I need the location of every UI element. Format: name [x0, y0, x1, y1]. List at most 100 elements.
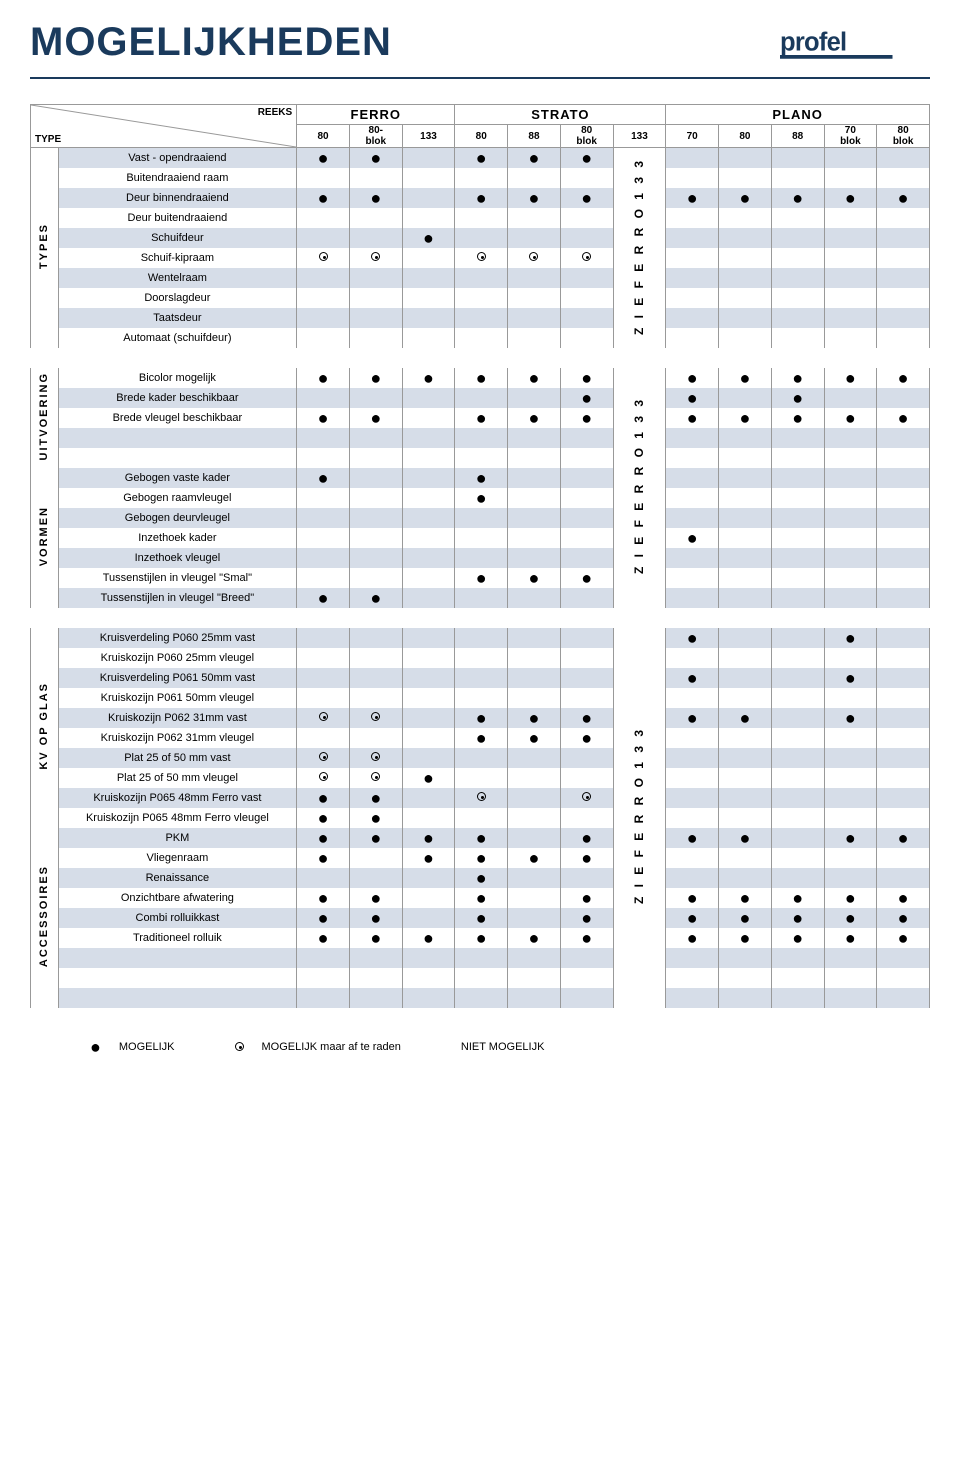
- dot-icon: ●: [370, 148, 381, 168]
- data-cell: [877, 528, 930, 548]
- dot-icon: ●: [318, 588, 329, 608]
- data-cell: [508, 428, 561, 448]
- dot-icon: ●: [318, 828, 329, 848]
- data-cell: ●: [824, 408, 877, 428]
- data-cell: [666, 228, 719, 248]
- data-cell: [508, 908, 561, 928]
- dot-icon: ●: [792, 908, 803, 928]
- circle-dot-icon: [371, 752, 380, 761]
- data-cell: [560, 208, 613, 228]
- data-cell: ●: [508, 928, 561, 948]
- dot-icon: ●: [529, 568, 540, 588]
- data-cell: [349, 988, 402, 1008]
- data-cell: [349, 488, 402, 508]
- dot-icon: ●: [318, 808, 329, 828]
- data-cell: [297, 708, 350, 728]
- data-cell: [349, 428, 402, 448]
- data-cell: [560, 628, 613, 648]
- dot-icon: ●: [739, 888, 750, 908]
- data-cell: [560, 268, 613, 288]
- data-cell: [455, 528, 508, 548]
- data-cell: ●: [666, 408, 719, 428]
- data-cell: [719, 328, 772, 348]
- data-cell: [771, 848, 824, 868]
- data-cell: [877, 988, 930, 1008]
- data-cell: ●: [560, 408, 613, 428]
- dot-icon: ●: [898, 928, 909, 948]
- data-cell: [402, 748, 455, 768]
- data-cell: [824, 268, 877, 288]
- data-cell: [297, 648, 350, 668]
- data-cell: [349, 548, 402, 568]
- data-cell: [508, 648, 561, 668]
- data-cell: [508, 388, 561, 408]
- data-cell: ●: [824, 908, 877, 928]
- data-cell: [719, 768, 772, 788]
- zie-ferro-cell: Z I E F E R R O 1 3 3: [613, 628, 666, 1008]
- data-cell: [666, 568, 719, 588]
- dot-icon: ●: [318, 888, 329, 908]
- data-cell: ●: [877, 908, 930, 928]
- data-cell: [560, 588, 613, 608]
- data-cell: [824, 748, 877, 768]
- row-label: Plat 25 of 50 mm vast: [58, 748, 297, 768]
- dot-icon: ●: [739, 188, 750, 208]
- row-label: Wentelraam: [58, 268, 297, 288]
- dot-icon: ●: [370, 408, 381, 428]
- dot-icon: ●: [476, 728, 487, 748]
- data-cell: [877, 388, 930, 408]
- data-cell: ●: [402, 228, 455, 248]
- data-cell: [508, 668, 561, 688]
- data-cell: ●: [666, 828, 719, 848]
- data-cell: [508, 988, 561, 1008]
- data-cell: [666, 988, 719, 1008]
- data-cell: [402, 168, 455, 188]
- data-cell: [402, 508, 455, 528]
- data-cell: [666, 808, 719, 828]
- data-cell: ●: [402, 848, 455, 868]
- dot-icon: ●: [792, 388, 803, 408]
- data-cell: ●: [560, 848, 613, 868]
- zie-ferro-cell: Z I E F E R R O 1 3 3: [613, 148, 666, 348]
- row-label: Schuif-kipraam: [58, 248, 297, 268]
- data-cell: [771, 208, 824, 228]
- data-cell: [560, 288, 613, 308]
- data-cell: [719, 388, 772, 408]
- data-cell: [666, 868, 719, 888]
- data-cell: [771, 788, 824, 808]
- row-label: Renaissance: [58, 868, 297, 888]
- dot-icon: ●: [529, 188, 540, 208]
- data-cell: [560, 528, 613, 548]
- dot-icon: ●: [318, 788, 329, 808]
- data-cell: [771, 468, 824, 488]
- data-cell: [508, 768, 561, 788]
- dot-icon: ●: [792, 928, 803, 948]
- data-cell: [297, 868, 350, 888]
- data-cell: [771, 568, 824, 588]
- dot-icon: ●: [739, 708, 750, 728]
- data-cell: ●: [508, 708, 561, 728]
- data-cell: [719, 428, 772, 448]
- section-label: UITVOERING: [31, 368, 59, 468]
- data-cell: ●: [771, 388, 824, 408]
- dot-icon: ●: [845, 408, 856, 428]
- column-header: 80: [455, 125, 508, 148]
- data-cell: [402, 868, 455, 888]
- data-cell: [349, 968, 402, 988]
- data-cell: [771, 548, 824, 568]
- data-cell: [508, 808, 561, 828]
- dot-icon: ●: [792, 188, 803, 208]
- dot-icon: ●: [476, 188, 487, 208]
- data-cell: ●: [297, 928, 350, 948]
- data-cell: [455, 968, 508, 988]
- data-cell: [877, 448, 930, 468]
- row-label: Deur buitendraaiend: [58, 208, 297, 228]
- data-cell: ●: [297, 788, 350, 808]
- data-cell: ●: [719, 408, 772, 428]
- data-cell: [719, 448, 772, 468]
- data-cell: ●: [349, 828, 402, 848]
- data-cell: [402, 288, 455, 308]
- data-cell: [349, 688, 402, 708]
- data-cell: [402, 268, 455, 288]
- circle-dot-icon: [582, 792, 591, 801]
